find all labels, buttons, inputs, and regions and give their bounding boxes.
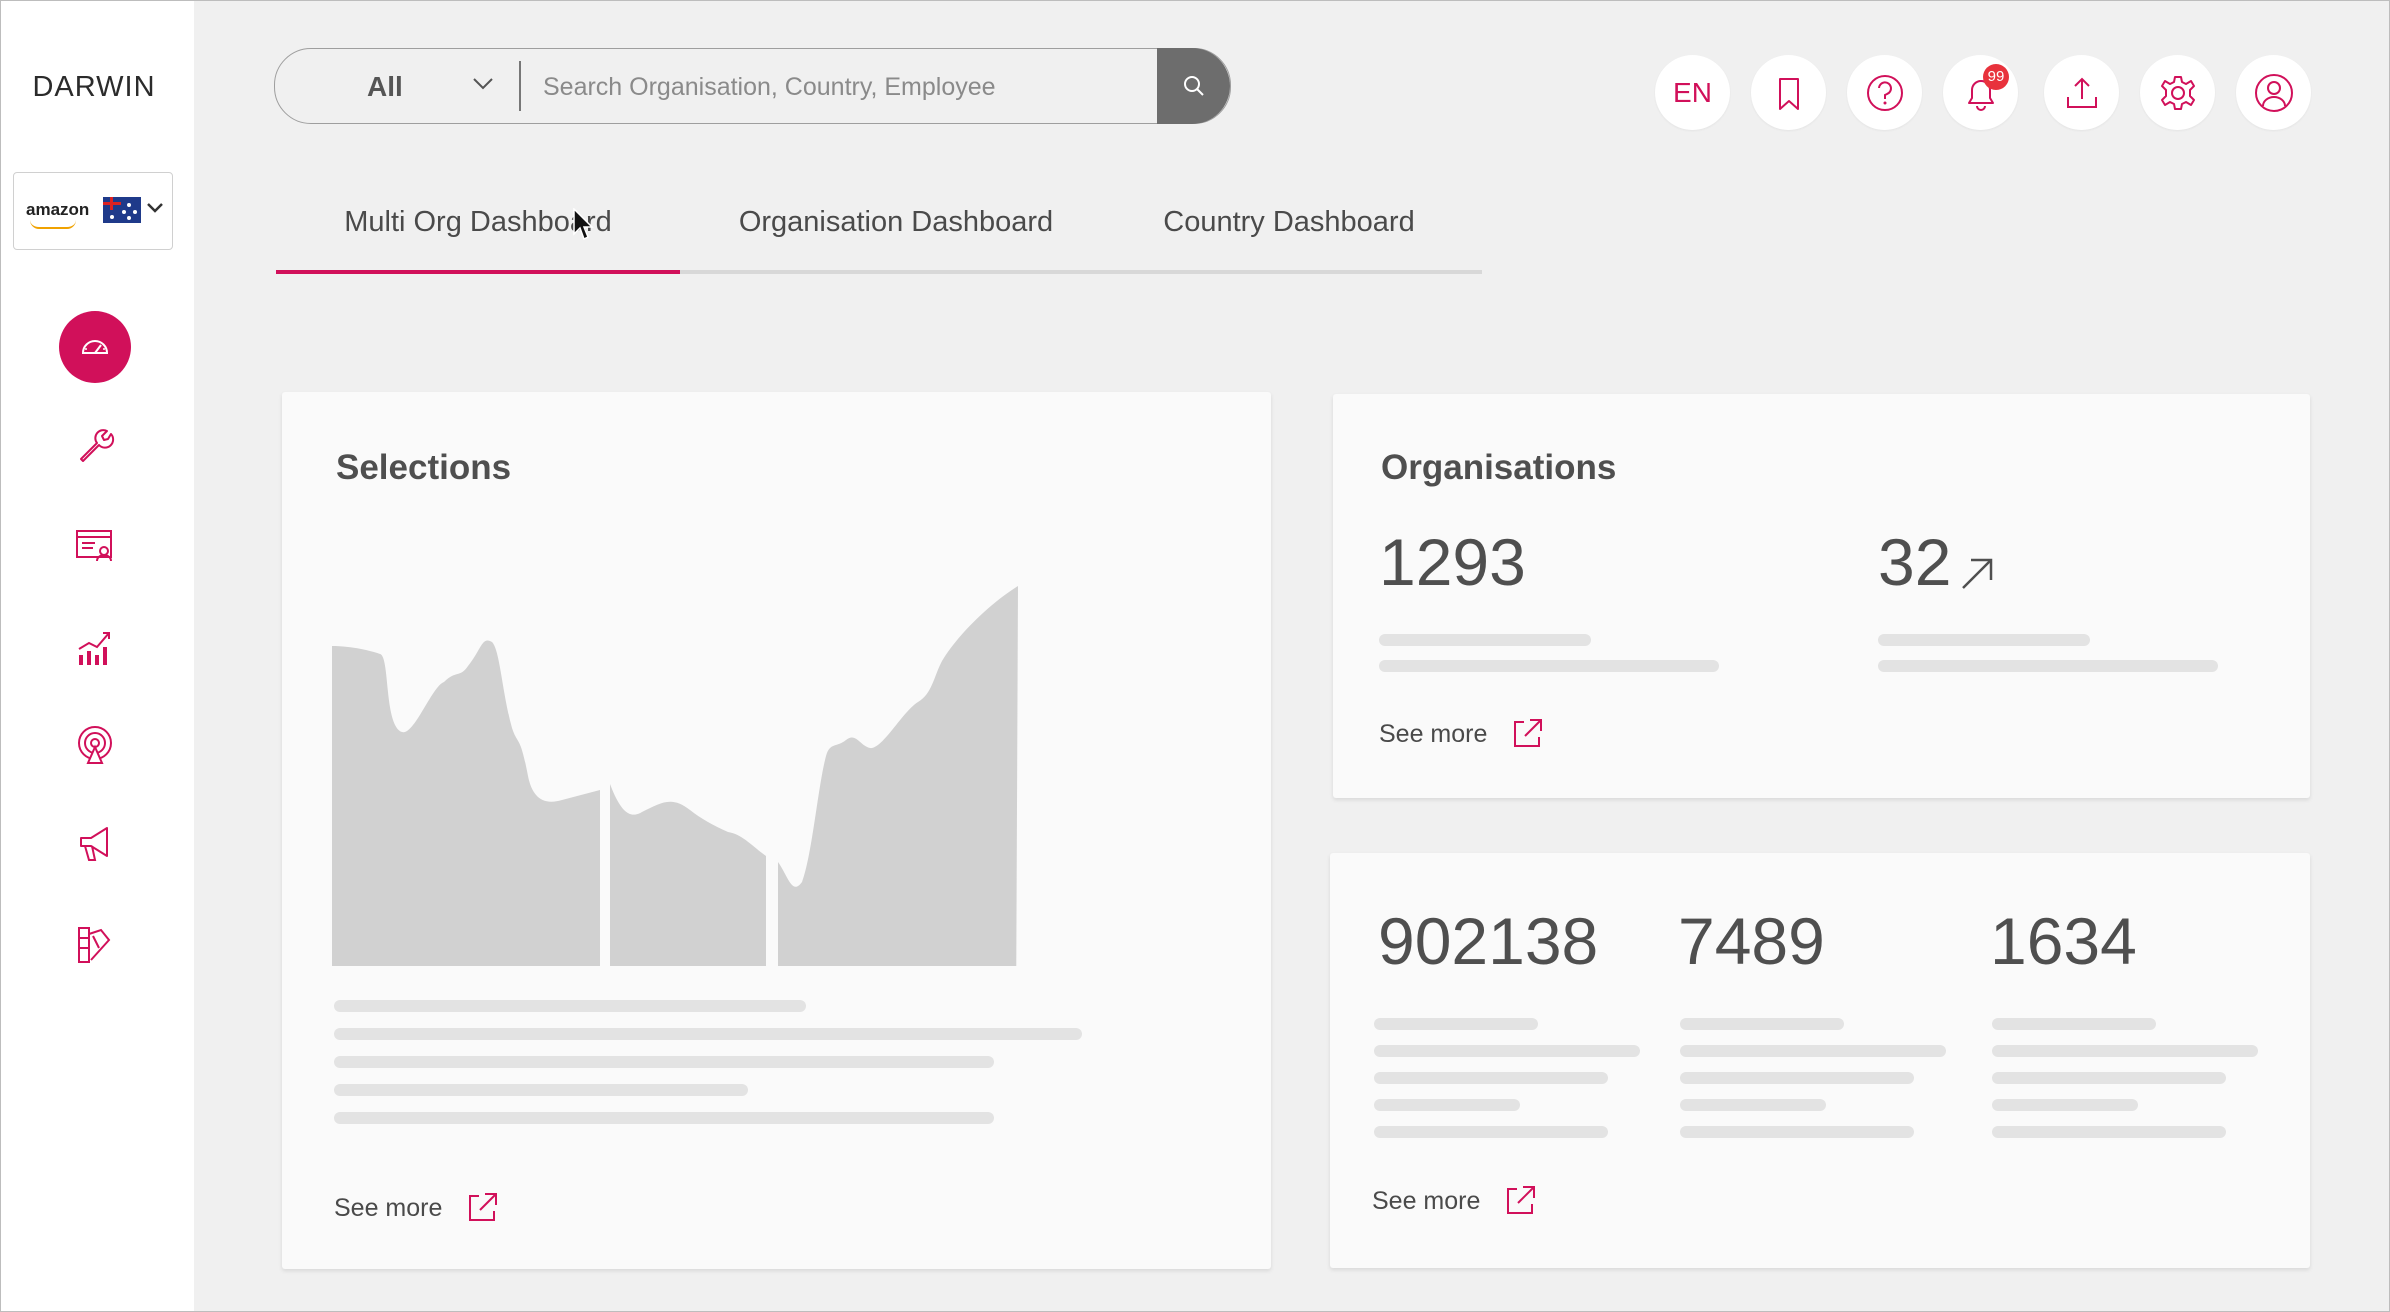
placeholder-line	[334, 1084, 748, 1096]
placeholder-line	[1680, 1099, 1826, 1111]
placeholder-line	[1992, 1126, 2226, 1138]
language-label: EN	[1673, 76, 1712, 108]
sidebar-item-swatches[interactable]	[59, 908, 131, 980]
sidebar: DARWIN amazon	[1, 1, 194, 1311]
stat-value: 7489	[1678, 904, 1825, 978]
settings-button[interactable]	[2140, 55, 2215, 130]
wrench-icon	[80, 429, 115, 462]
sidebar-item-tools[interactable]	[59, 409, 131, 481]
arrow-up-right-icon	[1962, 558, 1993, 589]
placeholder-line	[334, 1056, 994, 1068]
stats-card: 902138 7489 1634 See more	[1330, 853, 2310, 1268]
bell-icon	[1967, 79, 1994, 111]
sidebar-item-dashboard[interactable]	[59, 311, 131, 383]
language-button[interactable]: EN	[1655, 55, 1730, 130]
placeholder-line	[1680, 1018, 1844, 1030]
selections-area-chart-placeholder	[332, 586, 1018, 966]
notification-badge: 99	[1983, 64, 2009, 90]
external-link-icon[interactable]	[1502, 1183, 1538, 1219]
help-button[interactable]	[1847, 55, 1922, 130]
search-category-label: All	[367, 71, 403, 102]
placeholder-line	[334, 1112, 994, 1124]
chart-icon	[78, 632, 110, 665]
selections-card: Selections See more	[282, 392, 1271, 1269]
help-icon	[1866, 74, 1903, 111]
placeholder-line	[1992, 1099, 2138, 1111]
placeholder-line	[1878, 660, 2218, 672]
bookmark-icon	[1778, 77, 1799, 110]
organisations-card: Organisations 1293 32 See more	[1333, 394, 2310, 798]
upload-button[interactable]	[2044, 55, 2119, 130]
card-title: Organisations	[1381, 448, 1617, 487]
profile-button[interactable]	[2236, 55, 2311, 130]
placeholder-line	[1680, 1072, 1914, 1084]
tab-multi-org-dashboard[interactable]: Multi Org Dashboard	[276, 198, 680, 274]
org-selector[interactable]: amazon	[13, 172, 173, 250]
external-link-icon[interactable]	[1509, 716, 1545, 752]
id-card-icon	[76, 530, 112, 562]
signal-tower-icon	[78, 726, 112, 764]
see-more-link[interactable]: See more	[334, 1194, 443, 1222]
placeholder-line	[1374, 1018, 1538, 1030]
placeholder-line	[1680, 1045, 1946, 1057]
sidebar-item-broadcast[interactable]	[59, 709, 131, 781]
stat-value: 1634	[1990, 904, 2137, 978]
organisations-change: 32	[1878, 525, 1952, 599]
search-icon	[1183, 76, 1204, 96]
placeholder-line	[1374, 1126, 1608, 1138]
search-input[interactable]	[541, 59, 1230, 115]
search-button[interactable]	[1157, 48, 1230, 124]
gear-icon	[2160, 75, 2195, 110]
upload-icon	[2066, 77, 2097, 108]
organisations-count: 1293	[1379, 525, 1526, 599]
placeholder-line	[1374, 1072, 1608, 1084]
placeholder-line	[1379, 634, 1591, 646]
placeholder-line	[1374, 1099, 1520, 1111]
swatch-icon	[78, 927, 111, 963]
placeholder-line	[1680, 1126, 1914, 1138]
org-brand-logo: amazon	[26, 200, 90, 229]
sidebar-item-announcements[interactable]	[59, 808, 131, 880]
placeholder-line	[1992, 1045, 2258, 1057]
notifications-button[interactable]: 99	[1943, 55, 2018, 130]
placeholder-line	[334, 1000, 806, 1012]
stat-value: 902138	[1378, 904, 1599, 978]
placeholder-line	[1374, 1045, 1640, 1057]
chevron-down-icon	[146, 199, 164, 220]
placeholder-line	[1379, 660, 1719, 672]
search-category-dropdown[interactable]: All	[275, 49, 520, 123]
speedometer-icon	[81, 340, 109, 354]
placeholder-line	[1878, 634, 2090, 646]
external-link-icon[interactable]	[464, 1190, 500, 1226]
see-more-link[interactable]: See more	[1379, 720, 1488, 748]
dashboard-tabs: Multi Org Dashboard Organisation Dashboa…	[276, 198, 1482, 274]
tab-country-dashboard[interactable]: Country Dashboard	[1163, 206, 1415, 238]
megaphone-icon	[80, 827, 108, 861]
australia-flag-icon	[103, 197, 141, 223]
org-brand-text: amazon	[26, 200, 90, 219]
chevron-down-icon	[471, 71, 495, 100]
bookmark-button[interactable]	[1751, 55, 1826, 130]
card-title: Selections	[336, 448, 512, 487]
see-more-link[interactable]: See more	[1372, 1187, 1481, 1215]
mouse-cursor-icon	[573, 208, 594, 241]
user-icon	[2254, 73, 2293, 112]
placeholder-line	[1992, 1018, 2156, 1030]
sidebar-item-employee-records[interactable]	[59, 509, 131, 581]
sidebar-item-analytics[interactable]	[59, 611, 131, 683]
tab-organisation-dashboard[interactable]: Organisation Dashboard	[738, 206, 1054, 238]
placeholder-line	[1992, 1072, 2226, 1084]
app-logo[interactable]: DARWIN	[32, 71, 156, 103]
search-bar: All	[274, 48, 1231, 124]
placeholder-line	[334, 1028, 1082, 1040]
search-divider	[519, 61, 521, 111]
